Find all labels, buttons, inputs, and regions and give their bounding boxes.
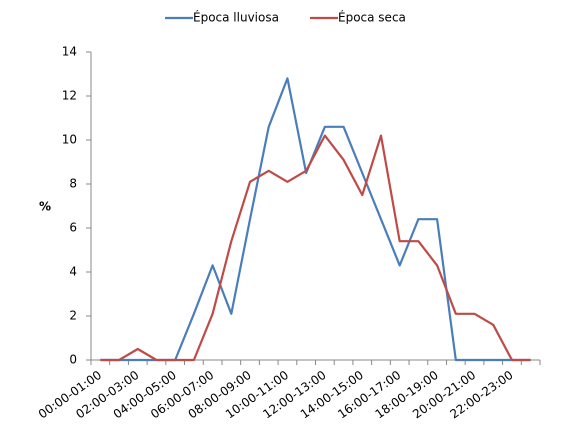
y-tick-label: 6 bbox=[69, 221, 77, 235]
y-tick-label: 12 bbox=[62, 89, 77, 103]
y-tick-label: 14 bbox=[62, 45, 77, 59]
legend-label: Época seca bbox=[338, 10, 406, 25]
y-tick-label: 10 bbox=[62, 133, 77, 147]
series-line bbox=[100, 77, 531, 362]
legend-label: Época lluviosa bbox=[193, 10, 279, 25]
y-tick-label: 0 bbox=[69, 353, 77, 367]
series-line bbox=[100, 134, 531, 362]
y-tick-label: 2 bbox=[69, 309, 77, 323]
y-tick-label: 8 bbox=[69, 177, 77, 191]
y-axis-label: % bbox=[39, 200, 51, 214]
y-tick-label: 4 bbox=[69, 265, 77, 279]
